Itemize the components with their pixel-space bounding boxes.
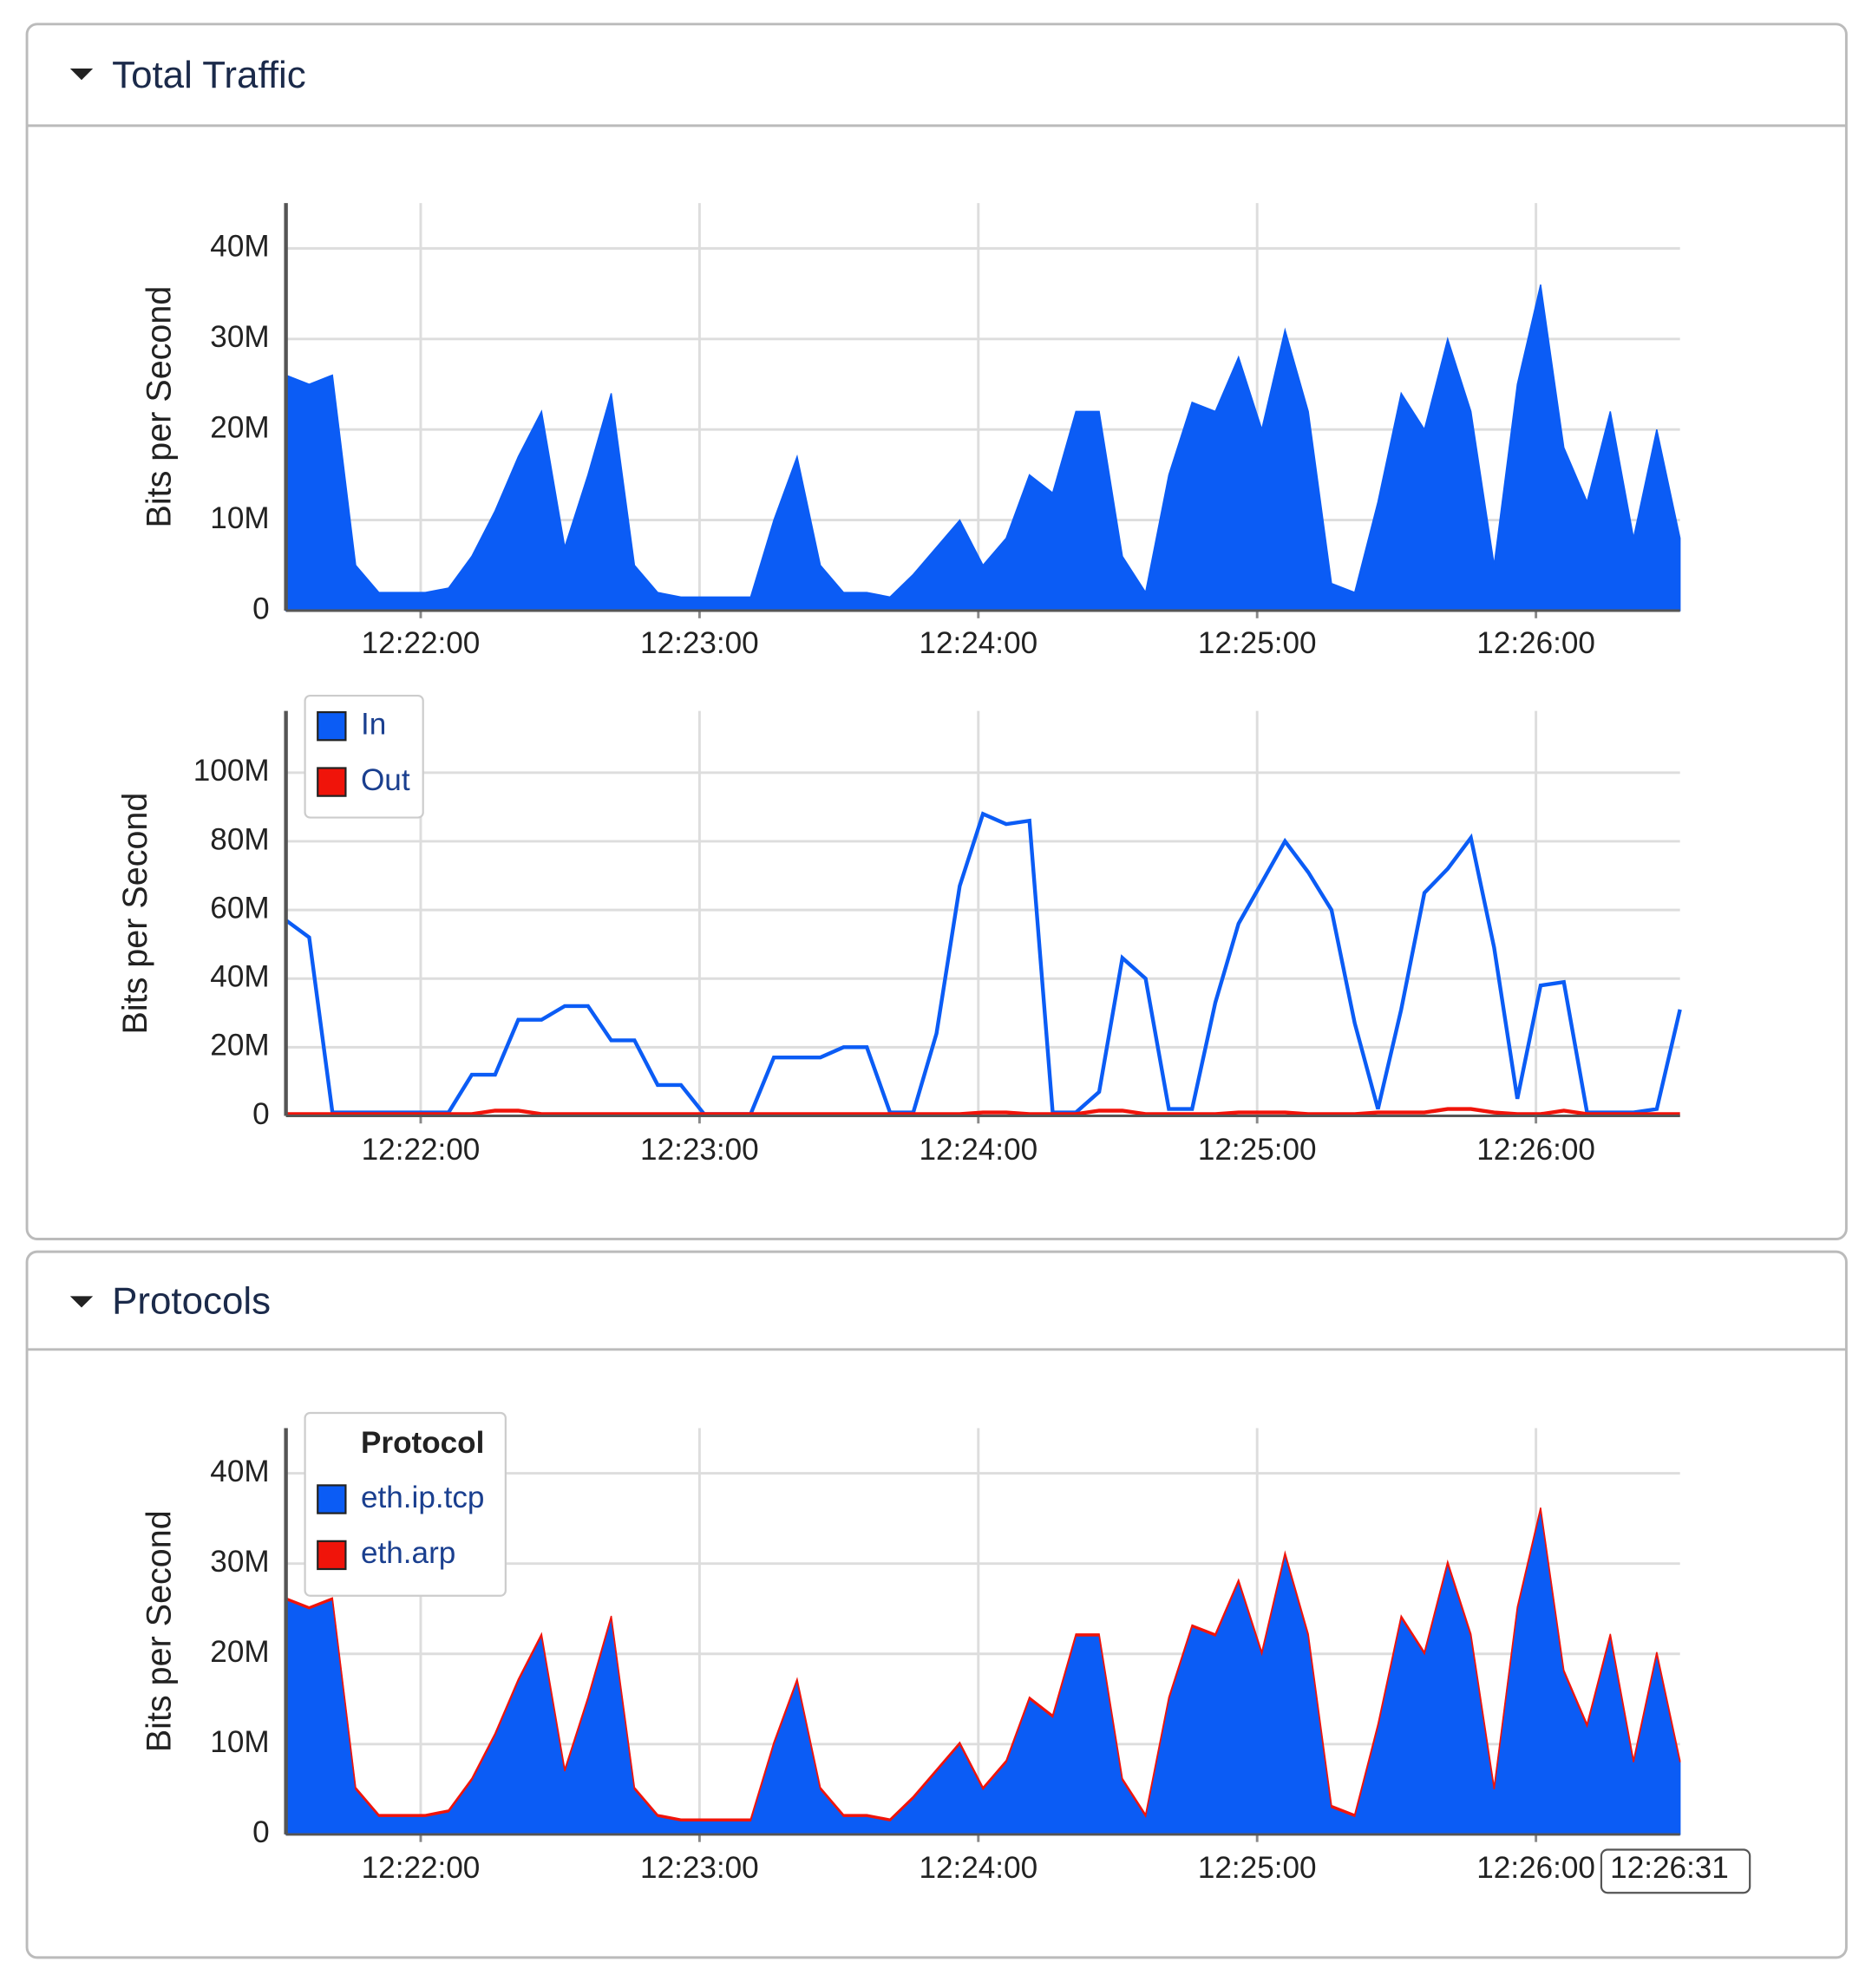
x-tick-label: 12:22:00 [362,626,481,660]
legend-label: eth.arp [361,1536,455,1570]
y-tick-label: 10M [210,501,269,535]
area [285,1507,1681,1822]
line [285,1107,1680,1116]
hover-box [1600,1848,1751,1894]
legend-box [304,1411,507,1597]
y-tick-label: 10M [210,1725,269,1759]
y-tick-label: 30M [210,1545,269,1579]
x-tick-label: 12:22:00 [362,1851,481,1885]
legend-label: Out [361,763,410,797]
x-tick-label: 12:23:00 [640,1851,759,1885]
legend-title: Protocol [361,1426,484,1460]
chart: 0 20M 40M 60M 80M 100M 12:22:00 12:23:00 12:24:0… [116,694,1682,1167]
y-tick-label: 0 [252,1815,270,1849]
chart: 0 10M 20M 30M 40M 12:22:00 12:23:00 12:24:00 12:… [141,203,1681,660]
x-tick-label: 12:24:00 [919,1133,1037,1167]
y-tick-label: 0 [252,592,270,625]
x-tick-label: 12:24:00 [919,1851,1037,1885]
y-tick-label: 20M [210,1029,269,1063]
y-axis-title: Bits per Second [141,1510,179,1752]
y-tick-label: 80M [210,822,269,856]
x-tick-label: 12:25:00 [1198,1133,1317,1167]
x-tick-label: 12:26:00 [1476,1851,1595,1885]
panel [25,23,1848,1240]
legend-swatch [317,767,347,797]
x-tick-label: 12:24:00 [919,626,1037,660]
y-tick-label: 20M [210,1635,269,1669]
y-tick-label: 60M [210,891,269,925]
y-tick-label: 100M [193,754,270,788]
y-axis-title: Bits per Second [116,793,154,1035]
x-tick-label: 12:26:00 [1476,1133,1595,1167]
x-tick-label: 12:22:00 [362,1133,481,1167]
legend-swatch [317,1484,347,1514]
collapse-icon[interactable] [69,69,94,81]
panel-title[interactable]: Total Traffic [112,54,306,96]
legend-swatch [317,1540,347,1571]
legend-label: eth.ip.tcp [361,1481,484,1514]
legend-label: In [361,707,386,741]
collapse-icon[interactable] [69,1296,94,1308]
x-tick-label: 12:23:00 [640,1133,759,1167]
x-tick-label: 12:23:00 [640,626,759,660]
x-tick-label: 12:25:00 [1198,626,1317,660]
chart: 0 10M 20M 30M 40M 12:22:00 12:23:00 12:24:00 12:… [141,1411,1751,1894]
y-tick-label: 40M [210,960,269,994]
y-tick-label: 20M [210,410,269,444]
x-tick-label: 12:26:00 [1476,626,1595,660]
hover-label: 12:26:31 [1610,1851,1729,1885]
y-axis-title: Bits per Second [141,286,179,528]
y-tick-label: 30M [210,320,269,354]
x-tick-label: 12:25:00 [1198,1851,1317,1885]
panel-title[interactable]: Protocols [112,1280,271,1323]
y-tick-label: 40M [210,230,269,264]
legend-swatch [317,710,347,742]
line [285,811,1682,1116]
y-tick-label: 40M [210,1455,269,1488]
y-tick-label: 0 [252,1097,270,1131]
